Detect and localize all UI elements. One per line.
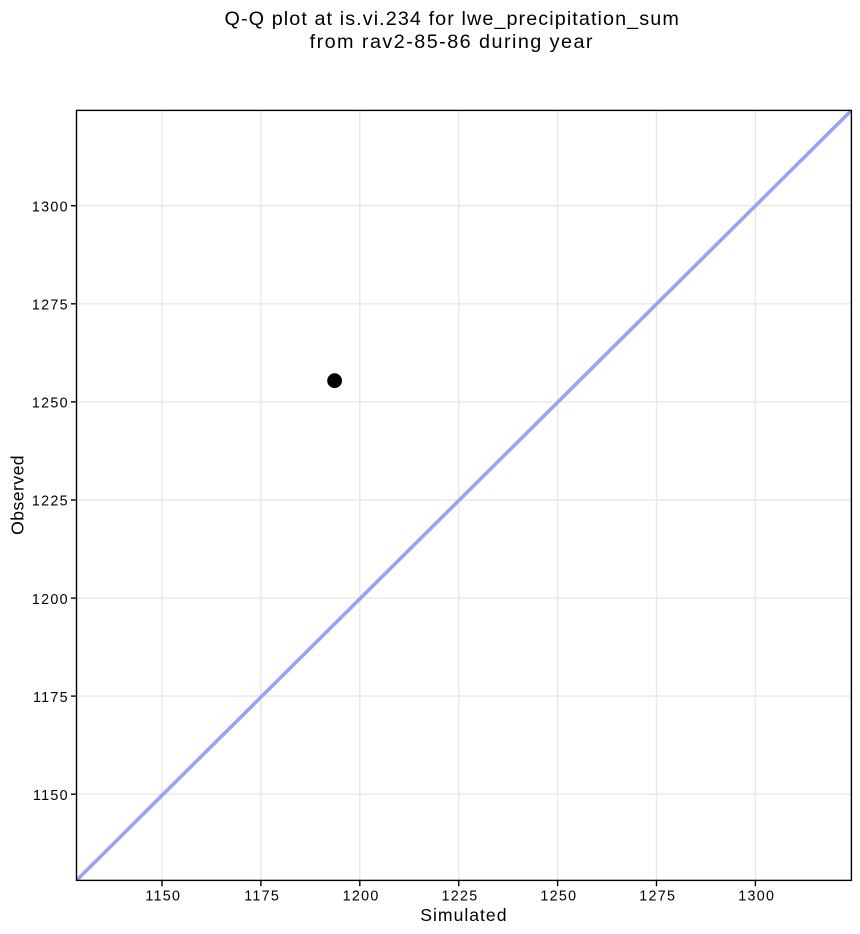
svg-text:1300: 1300 <box>32 199 69 215</box>
svg-text:Q-Q plot at is.vi.234 for lwe_: Q-Q plot at is.vi.234 for lwe_precipitat… <box>225 8 680 30</box>
svg-text:1225: 1225 <box>32 494 69 510</box>
svg-text:1275: 1275 <box>32 298 69 314</box>
svg-text:1300: 1300 <box>738 889 775 905</box>
svg-text:1250: 1250 <box>32 396 69 412</box>
svg-text:Simulated: Simulated <box>420 905 507 925</box>
svg-text:from rav2-85-86 during year: from rav2-85-86 during year <box>310 31 594 53</box>
svg-text:1200: 1200 <box>32 592 69 608</box>
svg-text:1250: 1250 <box>540 889 577 905</box>
svg-text:Observed: Observed <box>7 455 27 535</box>
svg-text:1150: 1150 <box>145 889 181 905</box>
svg-text:1150: 1150 <box>33 788 69 804</box>
svg-text:1225: 1225 <box>441 889 478 905</box>
svg-text:1175: 1175 <box>33 690 69 706</box>
svg-text:1175: 1175 <box>244 889 280 905</box>
svg-text:1275: 1275 <box>639 889 676 905</box>
svg-text:1200: 1200 <box>343 889 380 905</box>
